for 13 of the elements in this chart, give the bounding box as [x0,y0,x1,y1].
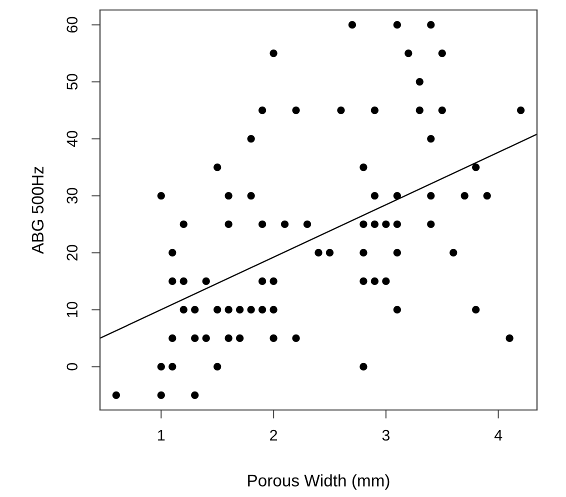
x-axis-title: Porous Width (mm) [248,474,390,490]
x-tick-label: 2 [270,430,278,441]
x-tick-label: 1 [158,430,165,441]
y-tick-label: 0 [66,363,78,370]
y-tick-label: 20 [66,244,78,260]
y-tick-label: 10 [66,302,78,318]
y-tick-label: 50 [66,74,78,90]
x-tick-label: 3 [382,430,390,441]
x-tick-label: 4 [494,430,502,441]
y-tick-label: 40 [66,130,78,147]
y-tick-label: 30 [66,188,78,204]
y-tick-label: 60 [66,16,78,33]
y-axis-title: ABG 500Hz [32,166,44,254]
